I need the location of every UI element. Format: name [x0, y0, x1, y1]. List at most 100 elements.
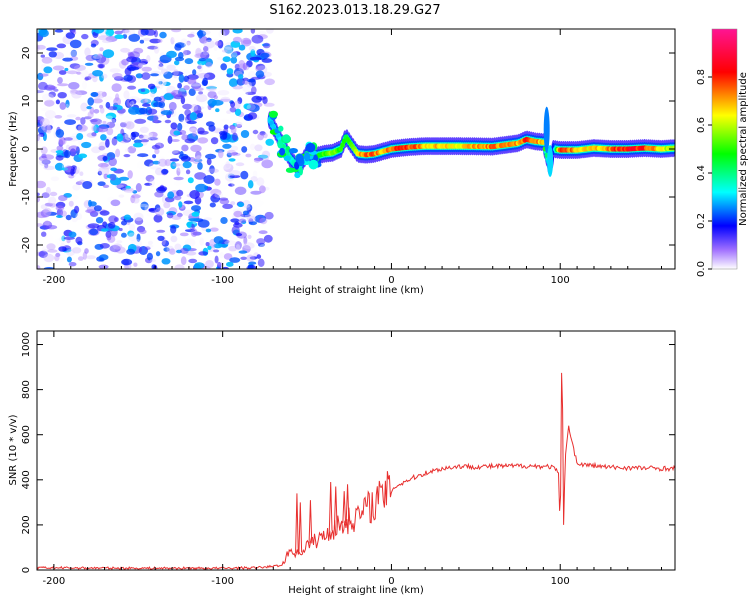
noise-blob [231, 180, 237, 187]
noise-blob [68, 145, 80, 152]
noise-blob [245, 153, 252, 158]
noise-blob [133, 212, 144, 222]
noise-blob [252, 170, 258, 179]
noise-blob [127, 232, 137, 241]
y-tick-label: -20 [21, 237, 32, 253]
noise-blob [191, 211, 200, 217]
noise-blob [82, 181, 93, 189]
noise-blob [214, 255, 219, 264]
noise-blob [38, 132, 45, 137]
noise-blob [47, 249, 58, 253]
noise-blob [39, 118, 50, 127]
noise-blob [111, 137, 118, 146]
noise-blob [123, 154, 131, 158]
noise-blob [242, 62, 248, 71]
noise-blob [114, 123, 121, 130]
noise-blob [260, 52, 270, 58]
noise-blob [127, 85, 137, 90]
noise-blob [127, 170, 133, 179]
noise-blob [176, 189, 184, 197]
noise-blob [149, 258, 156, 263]
noise-blob [119, 216, 125, 220]
noise-blob [185, 169, 191, 175]
noise-blob [254, 157, 264, 161]
snr-x-label: Height of straight line (km) [288, 585, 424, 596]
noise-blob [37, 101, 44, 109]
noise-blob [182, 161, 192, 169]
noise-blob [262, 132, 268, 139]
noise-blob [246, 103, 256, 111]
noise-blob [48, 203, 57, 208]
noise-blob [38, 155, 48, 162]
noise-blob [250, 190, 262, 195]
noise-blob [71, 90, 82, 99]
noise-blob [65, 99, 70, 108]
noise-blob [197, 98, 207, 105]
noise-blob [121, 187, 134, 192]
noise-blob [45, 225, 58, 230]
noise-blob [157, 38, 163, 44]
noise-blob [122, 33, 128, 39]
noise-blob [42, 117, 54, 127]
noise-blob [56, 43, 67, 49]
noise-blob [187, 78, 197, 85]
noise-blob [206, 158, 212, 166]
noise-blob [202, 30, 211, 35]
noise-blob [144, 98, 154, 103]
noise-blob [233, 210, 243, 218]
noise-blob [124, 132, 132, 141]
noise-blob [116, 183, 128, 190]
noise-blob [171, 89, 182, 97]
noise-blob [180, 96, 186, 105]
noise-blob [57, 83, 69, 87]
noise-blob [80, 117, 86, 125]
colorbar-tick-label: 0.6 [696, 117, 707, 133]
noise-blob [195, 47, 202, 57]
noise-blob [201, 226, 208, 231]
noise-blob [70, 49, 78, 58]
noise-blob [66, 248, 75, 257]
ridge-scatter [294, 161, 300, 170]
noise-blob [139, 126, 149, 133]
noise-blob [242, 39, 252, 45]
noise-blob [173, 176, 184, 181]
noise-blob [65, 32, 75, 39]
noise-blob [251, 95, 262, 103]
noise-blob [95, 217, 104, 224]
noise-blob [55, 129, 65, 138]
noise-blob [58, 246, 67, 252]
noise-blob [115, 148, 121, 158]
noise-blob [174, 243, 182, 251]
noise-blob [188, 218, 201, 222]
noise-blob [114, 30, 123, 35]
noise-blob [225, 161, 230, 169]
noise-blob [180, 38, 188, 44]
noise-blob [213, 243, 223, 249]
noise-blob [234, 241, 242, 250]
noise-blob [257, 133, 264, 141]
noise-blob [138, 62, 147, 68]
noise-blob [178, 201, 183, 208]
noise-blob [243, 103, 251, 110]
noise-blob [146, 252, 153, 261]
noise-blob [209, 165, 215, 174]
noise-blob [43, 66, 53, 74]
noise-blob [215, 148, 225, 153]
noise-blob [75, 181, 83, 186]
noise-blob [203, 72, 216, 80]
noise-blob [49, 191, 58, 197]
noise-blob [156, 229, 166, 233]
noise-blob [70, 168, 75, 176]
noise-blob [158, 63, 164, 67]
noise-blob [168, 101, 177, 111]
noise-blob [183, 85, 190, 91]
noise-blob [106, 235, 112, 241]
noise-blob [37, 90, 44, 94]
noise-blob [116, 240, 123, 244]
noise-blob [186, 221, 192, 228]
noise-blob [174, 56, 185, 62]
noise-blob [64, 67, 69, 72]
noise-blob [193, 87, 204, 91]
noise-blob [234, 63, 240, 70]
noise-blob [247, 78, 256, 83]
